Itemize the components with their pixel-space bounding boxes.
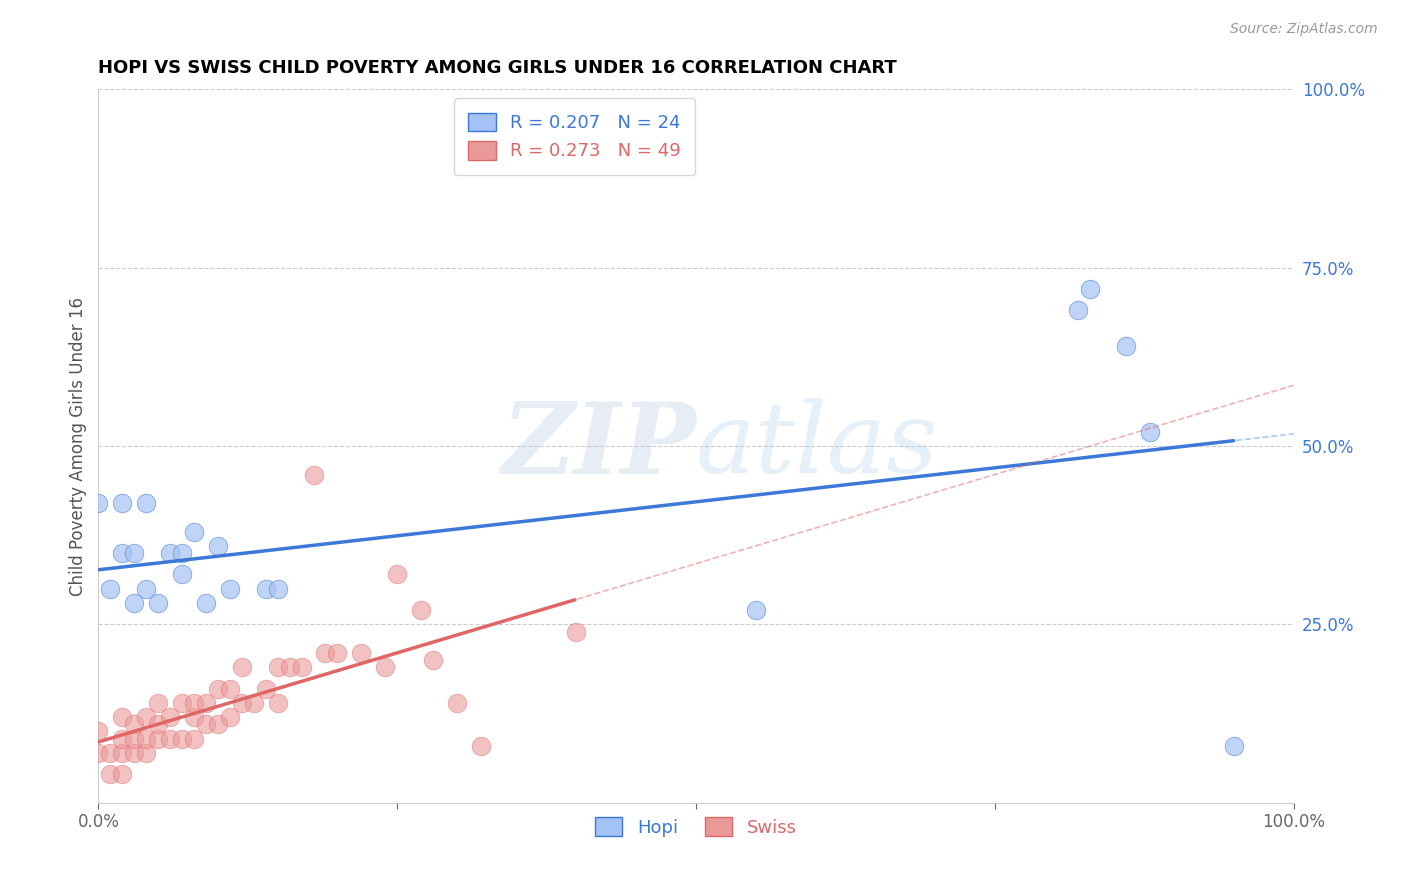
- Point: [422, 653, 444, 667]
- Point: [302, 467, 325, 482]
- Point: [291, 660, 314, 674]
- Point: [267, 582, 290, 596]
- Point: [385, 567, 409, 582]
- Point: [254, 681, 277, 696]
- Point: [374, 660, 396, 674]
- Point: [231, 660, 253, 674]
- Point: [148, 731, 170, 746]
- Point: [219, 582, 242, 596]
- Point: [745, 603, 768, 617]
- Point: [1223, 739, 1246, 753]
- Point: [111, 767, 134, 781]
- Point: [219, 681, 242, 696]
- Point: [1080, 282, 1102, 296]
- Point: [135, 746, 157, 760]
- Point: [124, 746, 146, 760]
- Point: [315, 646, 337, 660]
- Point: [172, 731, 194, 746]
- Point: [124, 546, 146, 560]
- Y-axis label: Child Poverty Among Girls Under 16: Child Poverty Among Girls Under 16: [69, 296, 87, 596]
- Legend: Hopi, Swiss: Hopi, Swiss: [588, 810, 804, 844]
- Point: [111, 746, 134, 760]
- Point: [124, 596, 146, 610]
- Point: [207, 717, 229, 731]
- Point: [1067, 303, 1090, 318]
- Point: [159, 731, 181, 746]
- Point: [267, 696, 290, 710]
- Point: [87, 746, 110, 760]
- Point: [159, 710, 181, 724]
- Point: [195, 596, 218, 610]
- Point: [219, 710, 242, 724]
- Point: [148, 717, 170, 731]
- Point: [183, 731, 205, 746]
- Point: [326, 646, 349, 660]
- Point: [207, 681, 229, 696]
- Point: [148, 696, 170, 710]
- Point: [565, 624, 588, 639]
- Point: [135, 582, 157, 596]
- Point: [135, 496, 157, 510]
- Point: [172, 696, 194, 710]
- Point: [98, 767, 122, 781]
- Point: [172, 567, 194, 582]
- Point: [172, 546, 194, 560]
- Point: [111, 731, 134, 746]
- Text: ZIP: ZIP: [501, 398, 696, 494]
- Point: [135, 710, 157, 724]
- Point: [1139, 425, 1161, 439]
- Text: HOPI VS SWISS CHILD POVERTY AMONG GIRLS UNDER 16 CORRELATION CHART: HOPI VS SWISS CHILD POVERTY AMONG GIRLS …: [98, 59, 897, 77]
- Point: [267, 660, 290, 674]
- Point: [243, 696, 266, 710]
- Point: [159, 546, 181, 560]
- Point: [446, 696, 468, 710]
- Point: [254, 582, 277, 596]
- Point: [148, 596, 170, 610]
- Point: [207, 539, 229, 553]
- Point: [183, 710, 205, 724]
- Text: atlas: atlas: [696, 399, 939, 493]
- Point: [111, 546, 134, 560]
- Point: [350, 646, 373, 660]
- Point: [183, 696, 205, 710]
- Point: [124, 717, 146, 731]
- Point: [124, 731, 146, 746]
- Point: [98, 582, 122, 596]
- Point: [195, 696, 218, 710]
- Point: [411, 603, 433, 617]
- Point: [231, 696, 253, 710]
- Point: [87, 496, 110, 510]
- Point: [111, 496, 134, 510]
- Point: [111, 710, 134, 724]
- Text: Source: ZipAtlas.com: Source: ZipAtlas.com: [1230, 22, 1378, 37]
- Point: [1115, 339, 1137, 353]
- Point: [87, 724, 110, 739]
- Point: [135, 731, 157, 746]
- Point: [195, 717, 218, 731]
- Point: [98, 746, 122, 760]
- Point: [183, 524, 205, 539]
- Point: [278, 660, 301, 674]
- Point: [470, 739, 492, 753]
